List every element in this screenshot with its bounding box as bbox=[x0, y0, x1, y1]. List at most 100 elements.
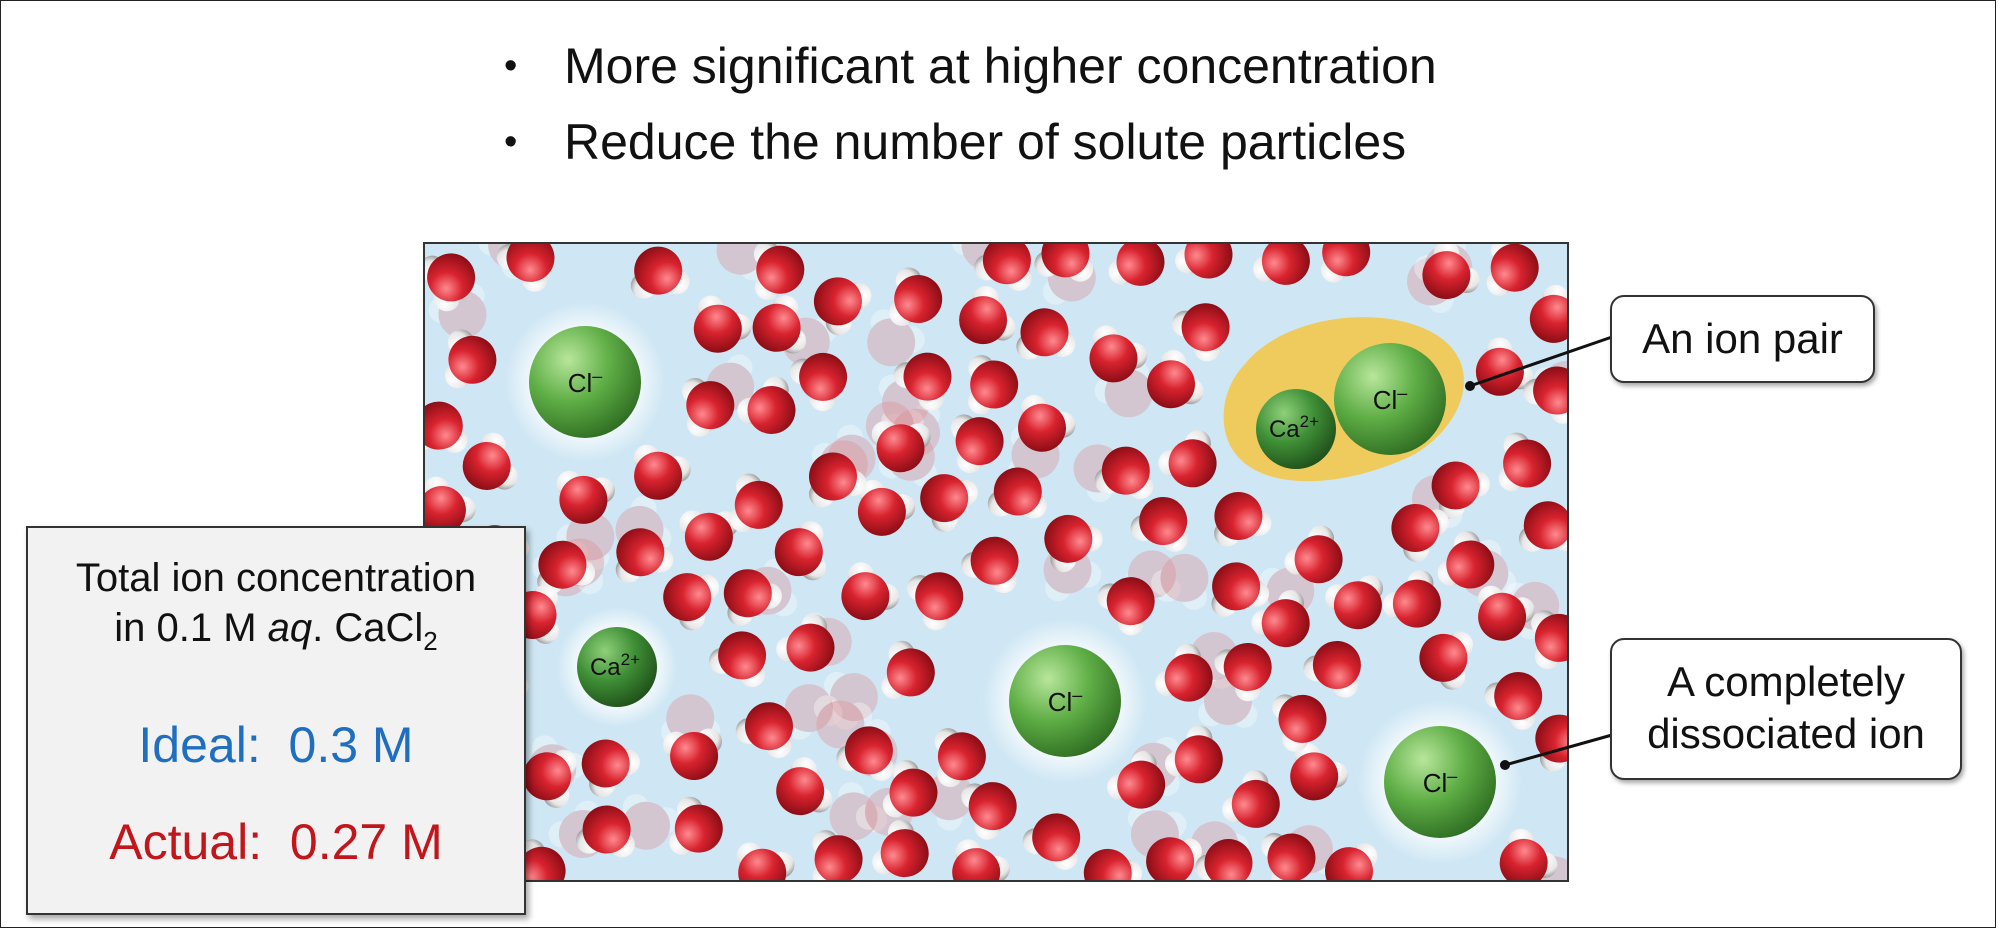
water-molecule bbox=[1158, 430, 1217, 488]
water-molecule bbox=[752, 295, 807, 354]
water-molecule bbox=[1016, 308, 1076, 360]
water-molecule bbox=[1172, 303, 1230, 362]
chloride-ion bbox=[1384, 726, 1496, 838]
background-water-molecule bbox=[784, 684, 843, 740]
calcium-ion-label: Ca2+ bbox=[590, 650, 640, 681]
water-molecule bbox=[1195, 839, 1253, 880]
chloride-ion bbox=[529, 326, 641, 438]
water-molecule bbox=[1272, 694, 1327, 752]
water-molecule bbox=[1146, 837, 1202, 880]
water-molecule bbox=[871, 420, 931, 473]
water-molecule bbox=[774, 521, 827, 581]
paired-calcium-ion-label: Ca2+ bbox=[1269, 412, 1319, 443]
paired-chloride-ion bbox=[1334, 343, 1446, 455]
paired-chloride-ion-label: Cl– bbox=[1373, 383, 1408, 415]
water-molecule bbox=[709, 631, 767, 688]
solution-illustration: Cl– Ca2+ Cl– Cl– Ca2+ Cl– bbox=[423, 242, 1569, 882]
water-molecule bbox=[1290, 743, 1348, 801]
dissociated-ion-callout: A completely dissociated ion bbox=[1610, 638, 1962, 780]
water-molecule bbox=[1130, 497, 1188, 552]
water-molecule bbox=[1518, 501, 1567, 552]
water-molecule bbox=[1284, 525, 1343, 584]
water-molecule bbox=[669, 796, 723, 855]
water-molecule bbox=[1422, 244, 1480, 300]
water-molecule bbox=[907, 572, 964, 631]
water-molecule bbox=[1303, 641, 1361, 698]
water-molecule bbox=[813, 277, 872, 336]
water-molecule bbox=[425, 401, 468, 453]
water-molecule bbox=[776, 757, 833, 816]
solution-svg: Cl– Ca2+ Cl– Cl– Ca2+ Cl– bbox=[425, 244, 1567, 880]
water-molecule bbox=[934, 728, 986, 788]
water-molecule bbox=[1499, 828, 1558, 880]
water-molecule bbox=[1175, 244, 1233, 279]
chloride-ion-label: Cl– bbox=[1048, 685, 1083, 717]
water-molecule bbox=[1486, 244, 1539, 296]
water-molecule bbox=[952, 839, 1010, 880]
water-molecule bbox=[872, 819, 929, 878]
water-molecule bbox=[729, 473, 783, 533]
bullet-item: Reduce the number of solute particles bbox=[500, 104, 1437, 180]
water-molecule bbox=[1214, 492, 1272, 547]
concentration-info-box: Total ion concentration in 0.1 M aq. CaC… bbox=[26, 526, 526, 915]
dissociated-callout-line1: A completely bbox=[1666, 658, 1906, 705]
water-molecule bbox=[736, 842, 795, 880]
water-molecule bbox=[974, 244, 1032, 291]
water-molecule bbox=[575, 805, 635, 858]
water-molecule bbox=[425, 476, 476, 534]
water-molecule bbox=[1261, 832, 1316, 880]
water-molecule bbox=[1382, 570, 1441, 628]
calcium-ion bbox=[577, 627, 657, 707]
water-molecule bbox=[1083, 848, 1143, 880]
water-molecule bbox=[679, 510, 739, 561]
water-molecule bbox=[789, 352, 848, 412]
water-molecule bbox=[1391, 504, 1449, 562]
water-molecule bbox=[1222, 770, 1280, 828]
water-molecule bbox=[630, 246, 690, 299]
water-molecule bbox=[920, 474, 978, 532]
water-molecule bbox=[1319, 244, 1371, 283]
water-molecule bbox=[968, 355, 1019, 415]
water-molecule bbox=[1044, 514, 1103, 573]
water-molecule bbox=[1034, 244, 1094, 282]
water-molecule bbox=[663, 728, 723, 780]
background-water-molecule bbox=[1151, 553, 1209, 610]
water-molecule bbox=[961, 536, 1019, 594]
water-molecule bbox=[663, 573, 720, 631]
water-molecule bbox=[1089, 325, 1148, 383]
background-water-molecule bbox=[829, 782, 888, 841]
water-molecule bbox=[1325, 575, 1384, 630]
water-molecule bbox=[812, 830, 863, 880]
water-molecule bbox=[809, 452, 867, 508]
water-molecule bbox=[537, 540, 596, 595]
water-molecule bbox=[1325, 843, 1378, 880]
water-molecule bbox=[841, 562, 900, 621]
water-molecule bbox=[735, 702, 793, 759]
water-molecule bbox=[615, 528, 674, 583]
water-molecule bbox=[444, 329, 497, 389]
water-molecule bbox=[776, 614, 835, 672]
info-line2: in 0.1 M aq. CaCl2 bbox=[114, 606, 438, 656]
water-molecule bbox=[753, 244, 805, 300]
water-molecule bbox=[1107, 750, 1166, 809]
water-molecule bbox=[737, 376, 796, 434]
ideal-concentration: Ideal: 0.3 M bbox=[138, 717, 414, 773]
water-molecule bbox=[1498, 432, 1552, 492]
water-molecule bbox=[1477, 585, 1535, 641]
water-molecule bbox=[882, 760, 938, 818]
water-molecule bbox=[961, 782, 1017, 840]
water-molecule bbox=[889, 267, 943, 326]
water-molecule bbox=[556, 470, 615, 524]
water-molecule bbox=[1155, 643, 1213, 702]
water-molecule bbox=[1529, 284, 1567, 343]
water-molecule bbox=[523, 749, 577, 808]
water-molecule bbox=[425, 253, 476, 312]
water-molecule bbox=[693, 295, 752, 353]
dissociated-callout-line2: dissociated ion bbox=[1647, 710, 1925, 757]
actual-concentration: Actual: 0.27 M bbox=[109, 814, 443, 870]
background-water-molecule bbox=[622, 794, 680, 850]
water-molecule bbox=[1419, 631, 1473, 690]
water-molecule bbox=[881, 640, 935, 700]
chloride-ion bbox=[1009, 645, 1121, 757]
